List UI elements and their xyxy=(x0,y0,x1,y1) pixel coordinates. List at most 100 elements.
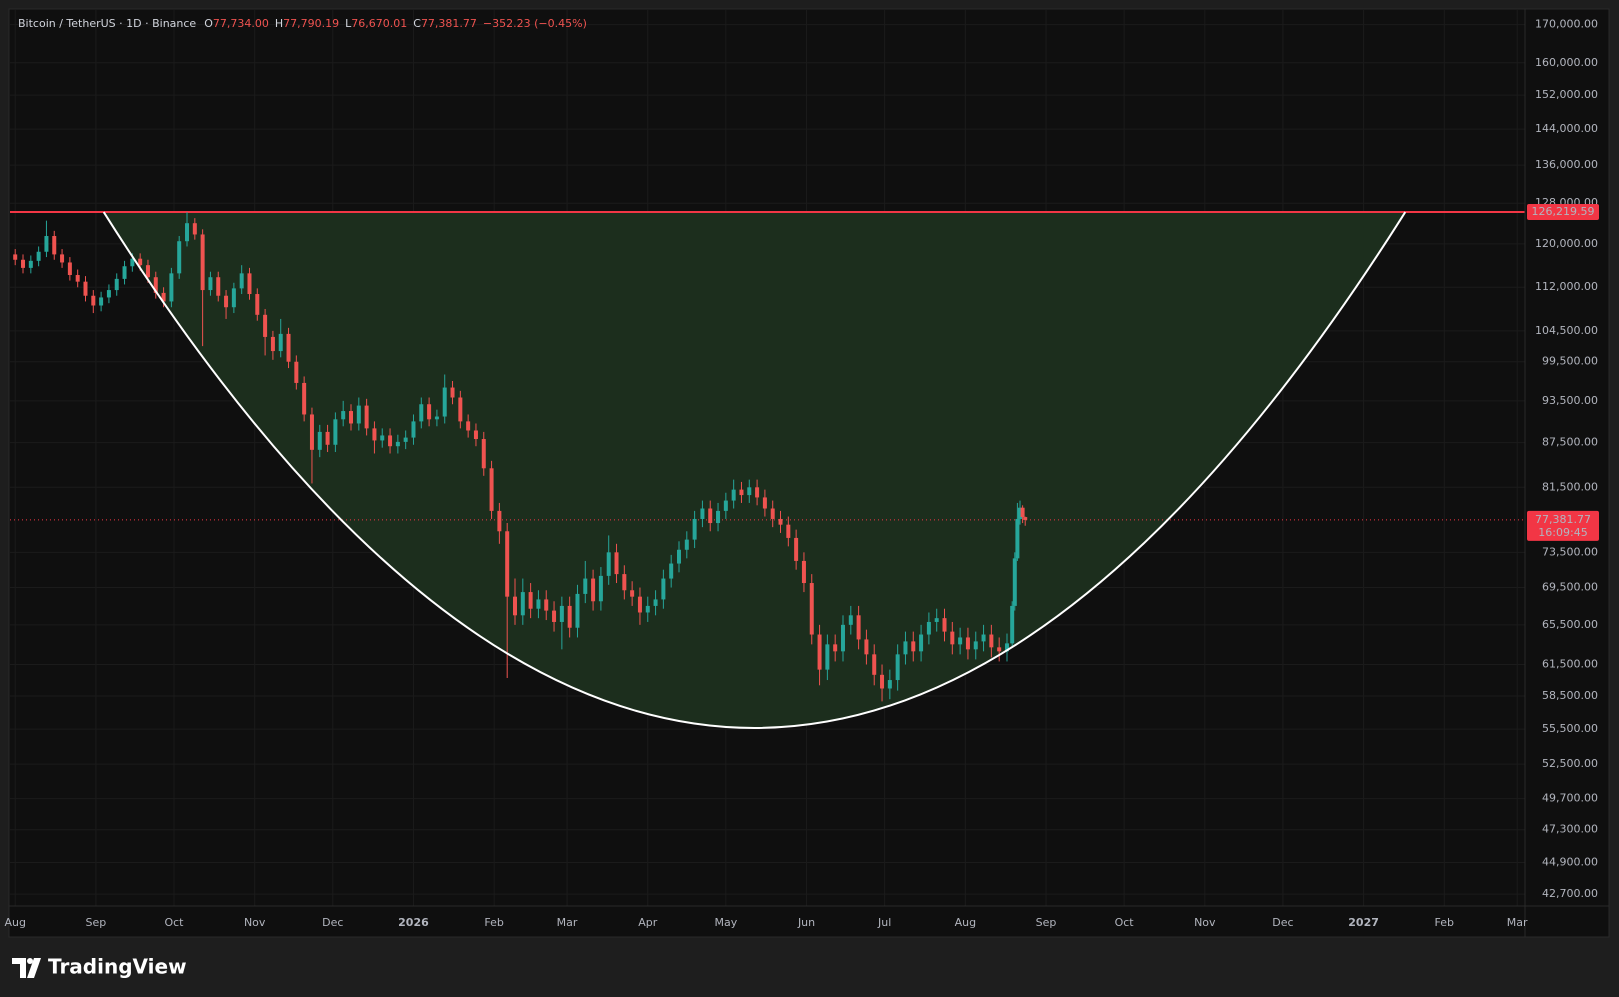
y-tick-label: 55,500.00 xyxy=(1542,722,1598,735)
candle-body xyxy=(434,416,439,420)
ohlc-key: C xyxy=(413,17,421,30)
candle-body xyxy=(1020,507,1025,518)
candle-body xyxy=(567,605,572,628)
candle-body xyxy=(801,560,806,584)
x-tick-label: May xyxy=(714,916,737,929)
candle-body xyxy=(630,590,635,597)
candle-body xyxy=(762,497,767,509)
candle-body xyxy=(778,518,783,525)
y-tick-label: 65,500.00 xyxy=(1542,618,1598,631)
candle-body xyxy=(21,259,26,268)
candle-body xyxy=(794,537,799,561)
x-tick-label: Aug xyxy=(4,916,25,929)
candle-body xyxy=(786,524,791,538)
x-tick-label: Sep xyxy=(86,916,107,929)
candle-body xyxy=(973,641,978,650)
candle-body xyxy=(145,265,150,278)
candle-body xyxy=(528,592,533,609)
candle-body xyxy=(552,610,557,622)
candle-body xyxy=(216,277,221,296)
ohlc-value: 77,381.77 xyxy=(421,17,477,30)
candle-body xyxy=(700,508,705,519)
symbol: Bitcoin / TetherUS · 1D · Binance xyxy=(18,17,196,30)
candle-body xyxy=(60,254,65,263)
candle-body xyxy=(770,508,775,519)
candle-body xyxy=(411,421,416,438)
candle-body xyxy=(427,404,432,420)
candle-body xyxy=(208,277,213,291)
candle-body xyxy=(153,277,158,293)
candle-body xyxy=(965,637,970,650)
y-tick-label: 152,000.00 xyxy=(1535,88,1598,101)
y-tick-label: 61,500.00 xyxy=(1542,657,1598,670)
candle-body xyxy=(450,387,455,398)
candle-body xyxy=(403,437,408,442)
ohlc-key: O xyxy=(204,17,213,30)
ohlc-value: 77,734.00 xyxy=(213,17,269,30)
candle-body xyxy=(895,654,900,681)
candle-body xyxy=(497,510,502,532)
candle-body xyxy=(169,273,174,302)
logo-icon xyxy=(27,958,33,964)
candle-body xyxy=(294,361,299,383)
candle-body xyxy=(333,419,338,445)
y-tick-label: 47,300.00 xyxy=(1542,823,1598,836)
candle-body xyxy=(981,634,986,642)
candle-body xyxy=(247,273,252,295)
candle-body xyxy=(848,615,853,625)
ohlc-value: 76,670.01 xyxy=(351,17,407,30)
candle-body xyxy=(817,634,822,670)
candle-body xyxy=(723,500,728,511)
header: Bitcoin / TetherUS · 1D · Binance O77,734… xyxy=(18,17,587,30)
candle-body xyxy=(606,552,611,576)
candle-body xyxy=(395,441,400,447)
candle-body xyxy=(309,414,314,450)
candle-body xyxy=(544,599,549,611)
candle-body xyxy=(122,266,127,279)
candle-body xyxy=(380,435,385,441)
candle-body xyxy=(583,578,588,594)
x-tick-label: Aug xyxy=(955,916,976,929)
y-tick-label: 69,500.00 xyxy=(1542,581,1598,594)
candle-body xyxy=(989,634,994,648)
candle-body xyxy=(622,574,627,591)
candle-body xyxy=(466,421,471,431)
candle-body xyxy=(372,428,377,441)
candle-body xyxy=(36,251,41,261)
candle-body xyxy=(864,639,869,655)
x-tick-label: Oct xyxy=(1115,916,1135,929)
candle-body xyxy=(903,641,908,655)
candle-body xyxy=(239,273,244,289)
candle-body xyxy=(731,489,736,501)
candle-body xyxy=(161,292,166,302)
candle-body xyxy=(747,487,752,496)
candle-body xyxy=(286,333,291,362)
candle-body xyxy=(67,262,72,276)
candle-body xyxy=(349,411,354,424)
x-tick-label: Dec xyxy=(1272,916,1293,929)
candle-body xyxy=(755,487,760,498)
x-tick-label: Feb xyxy=(484,916,503,929)
candle-body xyxy=(138,258,143,266)
price-tag xyxy=(1527,204,1599,221)
candle-body xyxy=(637,596,642,613)
candle-body xyxy=(645,605,650,613)
y-tick-label: 81,500.00 xyxy=(1542,480,1598,493)
candle-body xyxy=(28,260,33,268)
candle-body xyxy=(856,615,861,640)
candle-body xyxy=(825,644,830,670)
ohlc-key: L xyxy=(345,17,352,30)
candle-body xyxy=(692,518,697,540)
x-tick-label: 2026 xyxy=(398,916,429,929)
candle-body xyxy=(809,583,814,635)
candle-body xyxy=(91,295,96,306)
x-tick-label: Feb xyxy=(1435,916,1454,929)
candle-body xyxy=(185,223,190,242)
candle-body xyxy=(317,431,322,450)
logo-icon xyxy=(12,958,26,978)
candle-body xyxy=(388,435,393,447)
candle-body xyxy=(653,599,658,606)
candle-body xyxy=(661,578,666,600)
price-tag-label: 126,219.59 xyxy=(1532,205,1595,218)
